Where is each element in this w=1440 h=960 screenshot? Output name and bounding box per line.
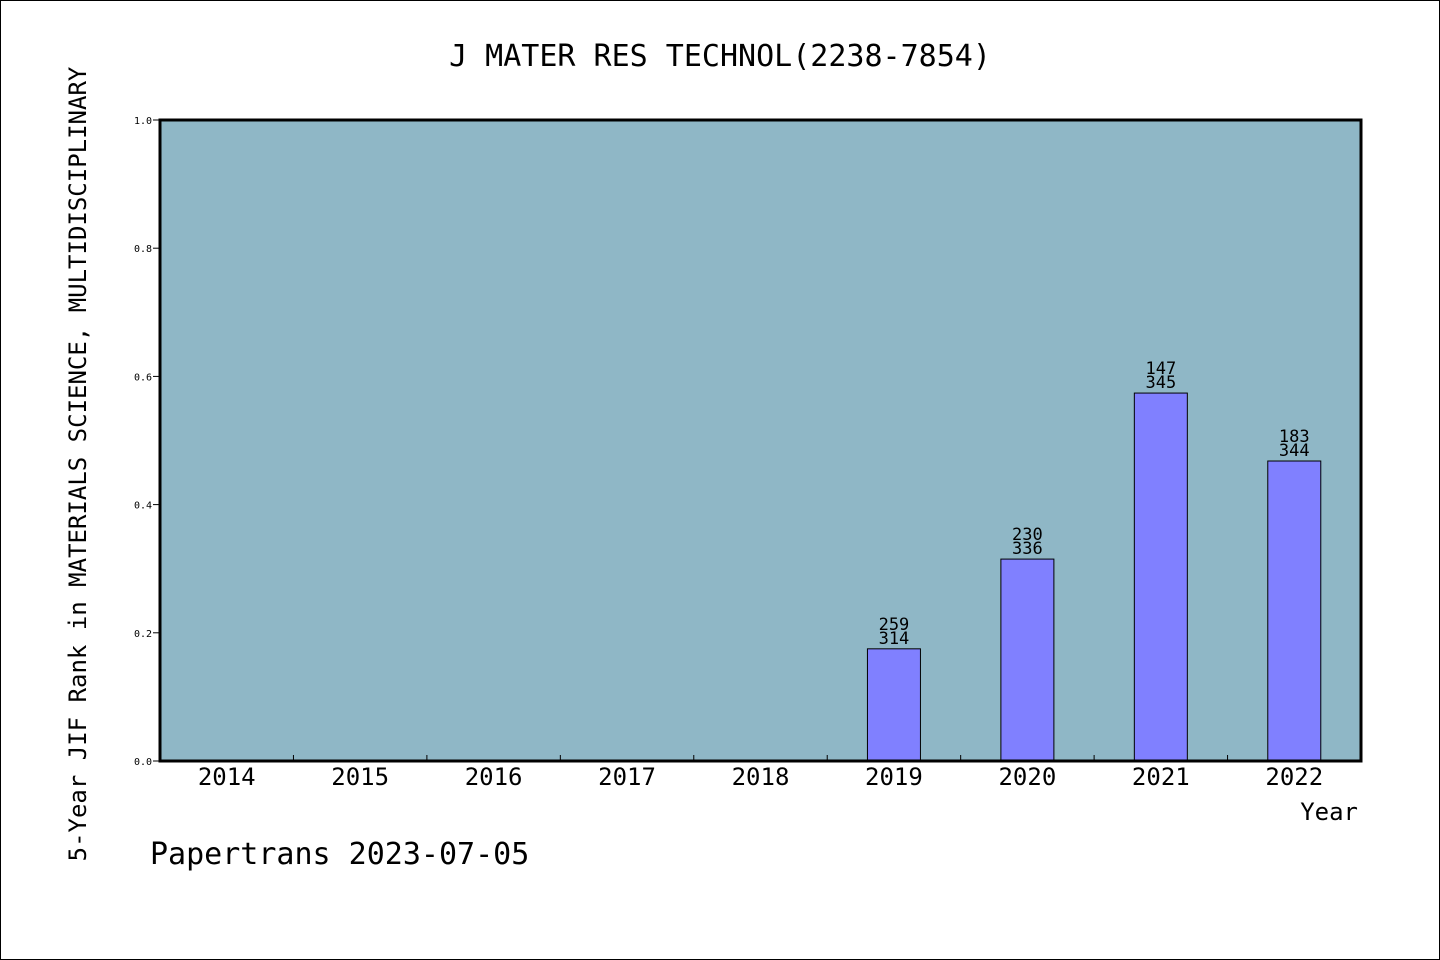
y-tick-label: 0.2: [134, 629, 152, 640]
footer-source: Papertrans 2023-07-05: [150, 837, 529, 872]
chart-title: J MATER RES TECHNOL(2238-7854): [449, 39, 991, 74]
x-tick-label: 2020: [998, 763, 1056, 791]
plot-border: [158, 118, 1363, 763]
y-tick-label: 0.8: [134, 244, 152, 255]
y-ticks-layer: 0.0 0.2 0.4 0.6 0.8 1.0: [134, 116, 160, 768]
bar-total-label: 344: [1279, 441, 1310, 461]
bar-2019: [866, 648, 921, 762]
bar-total-label: 336: [1012, 539, 1043, 559]
bar-total-label: 345: [1145, 373, 1176, 393]
y-tick-label: 0.4: [134, 501, 152, 512]
bar-2021: [1133, 392, 1188, 762]
y-tick-label: 1.0: [134, 116, 152, 127]
y-axis-label: 5-Year JIF Rank in MATERIALS SCIENCE, MU…: [64, 66, 92, 861]
bar-rank-label: 230: [1012, 525, 1043, 545]
x-tick-label: 2018: [732, 763, 790, 791]
bar-total-label: 314: [879, 629, 910, 649]
bar-rank-label: 147: [1145, 359, 1176, 379]
x-ticks-layer: 2014 2015 2016 2017 2018 2019 2020 2021 2022: [198, 755, 1323, 791]
x-tick-label: 2019: [865, 763, 923, 791]
x-tick-label: 2017: [598, 763, 656, 791]
x-tick-label: 2016: [465, 763, 523, 791]
x-tick-label: 2021: [1132, 763, 1190, 791]
bar-rank-label: 259: [879, 615, 910, 635]
x-tick-label: 2014: [198, 763, 256, 791]
y-tick-label: 0.6: [134, 372, 152, 383]
y-tick-label: 0.0: [134, 757, 152, 768]
bars-layer: [866, 392, 1322, 762]
bar-rank-label: 183: [1279, 427, 1310, 447]
bar-2020: [1000, 558, 1055, 762]
bar-2022: [1267, 460, 1322, 762]
x-tick-label: 2022: [1265, 763, 1323, 791]
x-tick-label: 2015: [331, 763, 389, 791]
x-axis-label: Year: [1300, 798, 1358, 826]
